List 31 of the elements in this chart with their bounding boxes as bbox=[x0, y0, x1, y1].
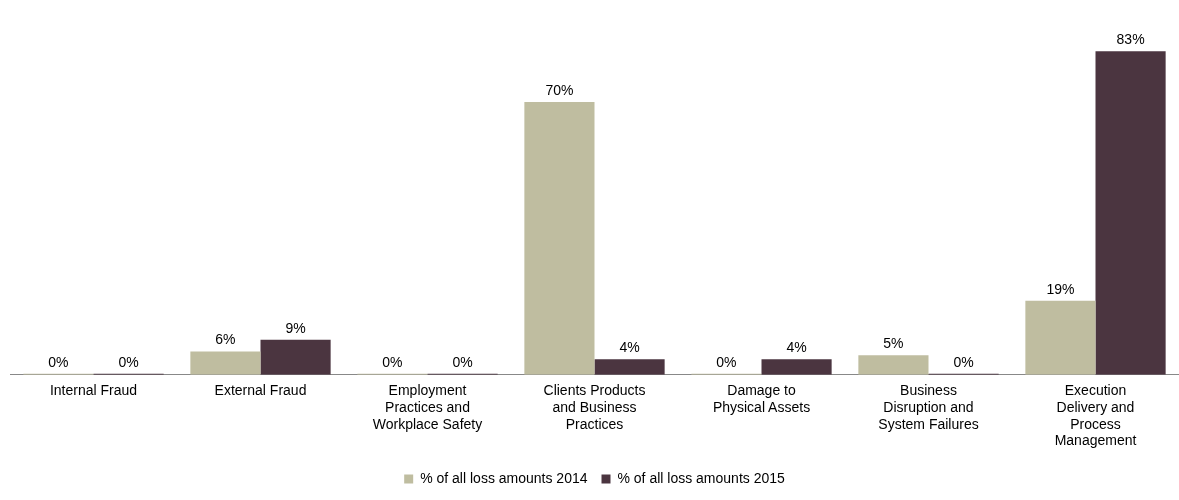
data-label: 6% bbox=[215, 331, 236, 348]
x-tick-label: Damage to Physical Assets bbox=[712, 382, 811, 415]
bar bbox=[594, 359, 665, 375]
x-tick-label: External Fraud bbox=[214, 382, 307, 399]
x-tick-label: Internal Fraud bbox=[49, 382, 138, 399]
bar bbox=[761, 359, 832, 375]
data-label: 0% bbox=[118, 353, 139, 370]
bar bbox=[260, 339, 331, 375]
bar bbox=[1025, 300, 1096, 375]
data-label: 0% bbox=[382, 353, 403, 370]
x-tick-label: Clients Products and Business Practices bbox=[543, 382, 646, 432]
bar bbox=[1095, 51, 1166, 375]
legend-label: % of all loss amounts 2015 bbox=[617, 469, 786, 486]
bar bbox=[858, 355, 929, 375]
data-label: 5% bbox=[883, 335, 904, 352]
bar bbox=[524, 101, 595, 375]
x-tick-label: Business Disruption and System Failures bbox=[878, 382, 979, 432]
data-label: 0% bbox=[716, 353, 737, 370]
data-label: 83% bbox=[1116, 31, 1145, 48]
data-label: 0% bbox=[953, 353, 974, 370]
data-label: 19% bbox=[1046, 280, 1075, 297]
data-label: 0% bbox=[452, 353, 473, 370]
bar bbox=[190, 351, 261, 375]
data-label: 0% bbox=[48, 353, 69, 370]
data-label: 70% bbox=[545, 81, 574, 98]
legend-label: % of all loss amounts 2014 bbox=[420, 469, 588, 486]
data-label: 4% bbox=[619, 339, 640, 356]
x-tick-label: Execution Delivery and Process Management bbox=[1054, 382, 1137, 449]
data-label: 9% bbox=[285, 319, 306, 336]
data-label: 4% bbox=[786, 339, 807, 356]
x-tick-label: Employment Practices and Workplace Safety bbox=[372, 382, 483, 432]
